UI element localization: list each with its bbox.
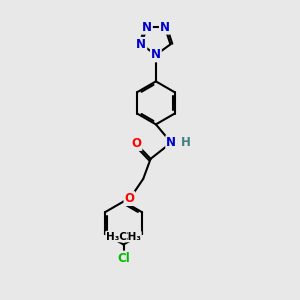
Text: N: N: [166, 136, 176, 149]
Text: N: N: [142, 21, 152, 34]
Text: N: N: [136, 38, 146, 51]
Text: N: N: [151, 48, 161, 62]
Text: O: O: [124, 192, 134, 205]
Text: O: O: [131, 137, 142, 150]
Text: H: H: [181, 136, 190, 148]
Text: CH₃: CH₃: [120, 232, 141, 242]
Text: H₃C: H₃C: [106, 232, 127, 242]
Text: N: N: [160, 21, 170, 34]
Text: Cl: Cl: [117, 252, 130, 265]
